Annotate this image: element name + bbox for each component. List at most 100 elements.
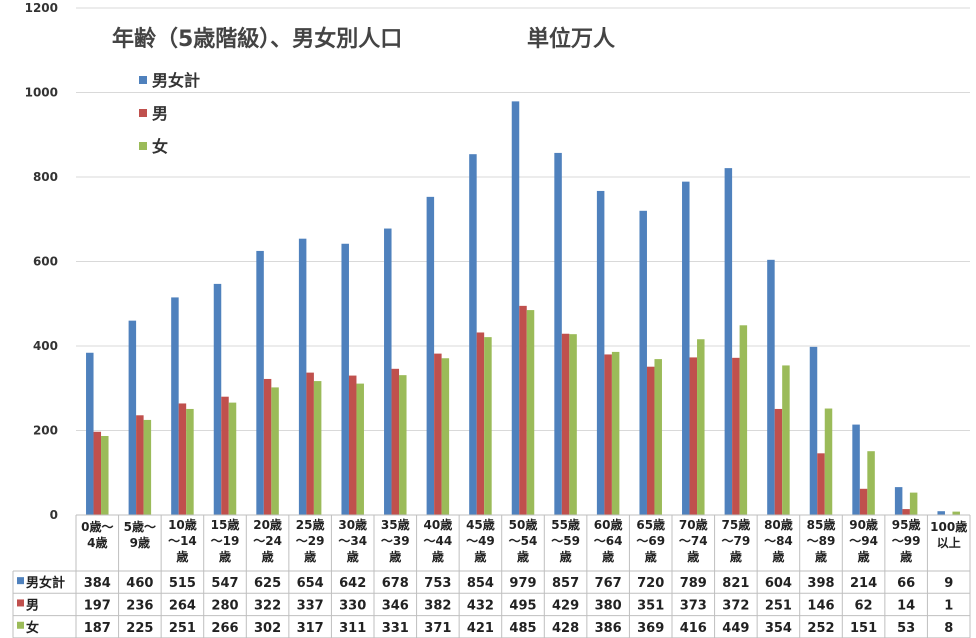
bar-female [611, 351, 620, 515]
bar-male [348, 375, 357, 515]
y-tick-label: 0 [50, 508, 58, 522]
bar-male [519, 305, 527, 515]
bar-male [604, 354, 612, 515]
category-label: 歳 [560, 549, 572, 564]
table-cell: 416 [680, 621, 707, 636]
bar-male [646, 366, 655, 515]
chart-title: 年齢（5歳階級）、男女別人口 [112, 26, 402, 52]
y-tick-label: 1200 [25, 1, 58, 15]
legend-key [139, 76, 147, 84]
table-cell: 371 [424, 621, 451, 636]
bar-male [263, 378, 272, 515]
table-cell: 351 [637, 598, 664, 613]
category-label: 歳 [602, 549, 614, 564]
gridlines [76, 7, 970, 431]
category-label: ～19 [211, 534, 240, 548]
table-cell: 264 [169, 598, 196, 613]
table-cell: 236 [126, 598, 153, 613]
category-label: 75歳 [722, 517, 751, 532]
bar-male [476, 332, 485, 515]
table-cell: 1 [944, 598, 953, 613]
category-label: ～99 [892, 534, 921, 548]
bar-female [313, 381, 322, 515]
y-tick-label: 400 [33, 339, 58, 353]
category-label: 歳 [858, 549, 870, 564]
category-label: 80歳 [764, 517, 793, 532]
table-cell: 280 [211, 598, 238, 613]
bar-female [569, 334, 577, 515]
bar-total [724, 168, 733, 515]
table-cell: 53 [897, 621, 915, 636]
legend-key [139, 109, 147, 117]
category-label: 歳 [389, 549, 401, 564]
bar-total [128, 320, 137, 515]
category-label: 歳 [176, 549, 188, 564]
bar-male [178, 403, 187, 515]
data-table: 0歳～4歳5歳～9歳10歳～14歳15歳～19歳20歳～24歳25歳～29歳30… [12, 514, 971, 638]
bar-total [469, 154, 477, 515]
bar-female [526, 310, 535, 515]
bar-female [143, 419, 152, 515]
bar-total [86, 352, 94, 515]
bar-male [859, 488, 868, 515]
bar-female [484, 337, 492, 515]
category-label: ～69 [636, 534, 665, 548]
table-cell: 66 [897, 576, 915, 591]
bar-female [101, 435, 109, 515]
table-cell: 495 [509, 598, 536, 613]
bar-total [852, 424, 860, 515]
table-cell: 302 [254, 621, 281, 636]
legend-key [139, 142, 147, 150]
table-cell: 857 [552, 576, 579, 591]
category-label: ～34 [338, 534, 367, 548]
category-label: 100歳 [930, 519, 967, 534]
table-cell: 8 [944, 621, 953, 636]
bar-total [894, 487, 903, 515]
category-label: 歳 [687, 549, 699, 564]
table-cell: 346 [382, 598, 409, 613]
table-cell: 317 [297, 621, 324, 636]
table-cell: 767 [595, 576, 622, 591]
table-cell: 979 [509, 576, 536, 591]
bar-total [511, 101, 520, 515]
bar-total [341, 243, 349, 515]
category-label: 5歳～ [124, 519, 156, 534]
category-label: 50歳 [509, 517, 538, 532]
bar-male [136, 415, 144, 515]
category-label: 30歳 [338, 517, 367, 532]
category-label: 10歳 [168, 517, 197, 532]
bar-female [441, 358, 450, 515]
bar-female [824, 408, 833, 515]
category-label: ～89 [807, 534, 836, 548]
legend-label: 男 [152, 104, 168, 123]
category-label: ～64 [594, 534, 623, 548]
table-cell: 428 [552, 621, 579, 636]
table-cell: 251 [169, 621, 196, 636]
category-label: 15歳 [211, 517, 240, 532]
bar-total [596, 190, 605, 515]
table-cell: 384 [84, 576, 111, 591]
table-cell: 354 [765, 621, 792, 636]
row-header: 女 [26, 620, 39, 636]
category-label: ～24 [253, 534, 282, 548]
bar-female [867, 451, 875, 515]
bar-female [271, 387, 279, 515]
table-cell: 337 [297, 598, 324, 613]
table-cell: 373 [680, 598, 707, 613]
category-label: 25歳 [296, 517, 325, 532]
table-cell: 380 [595, 598, 622, 613]
table-cell: 642 [339, 576, 366, 591]
bar-male [732, 357, 740, 515]
bar-male [561, 333, 570, 515]
table-cell: 382 [424, 598, 451, 613]
table-cell: 678 [382, 576, 409, 591]
bar-male [434, 353, 442, 515]
bar-female [228, 402, 237, 515]
table-cell: 854 [467, 576, 494, 591]
unit-label: 単位万人 [527, 26, 615, 52]
table-cell: 146 [807, 598, 834, 613]
category-label: 歳 [262, 549, 274, 564]
table-cell: 432 [467, 598, 494, 613]
category-label: 歳 [432, 549, 444, 564]
